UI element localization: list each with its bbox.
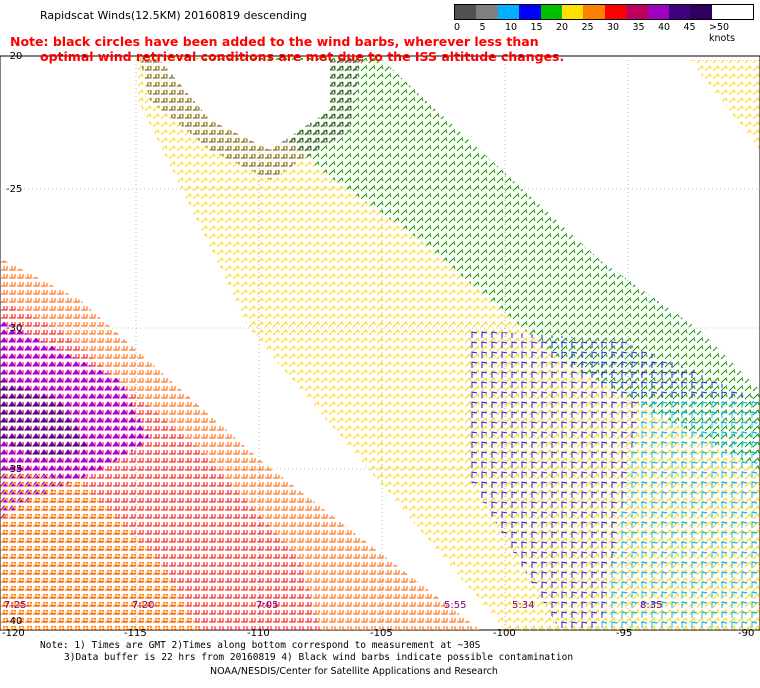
- lat-label-25: -25: [6, 184, 23, 195]
- time-label: 5:34: [512, 600, 535, 611]
- wind-swath-west: [0, 258, 480, 630]
- legend-swatch: [561, 5, 584, 19]
- legend-label: 10: [505, 22, 518, 33]
- lon-label-95: -95: [616, 628, 633, 639]
- legend-label: 15: [530, 22, 543, 33]
- wind-swath-east: [138, 58, 760, 630]
- footer-line-1: Note: 1) Times are GMT 2)Times along bot…: [40, 640, 481, 651]
- lon-label-100: -100: [493, 628, 516, 639]
- time-label: 7:20: [132, 600, 155, 611]
- legend-swatch: [690, 5, 712, 19]
- wind-speed-legend: 0 5 10 15 20 25 30 35 40 45 >50 knots: [454, 4, 754, 44]
- time-label: 8:35: [640, 600, 663, 611]
- legend-swatch: [497, 5, 520, 19]
- lon-label-110: -110: [247, 628, 270, 639]
- legend-swatch: [626, 5, 648, 19]
- legend-label: 0: [454, 22, 461, 33]
- lat-label-35: -35: [6, 464, 23, 475]
- footer-credit: NOAA/NESDIS/Center for Satellite Applica…: [210, 666, 498, 677]
- legend-label: 35: [632, 22, 645, 33]
- legend-swatch: [476, 5, 498, 19]
- legend-label: 40: [658, 22, 671, 33]
- legend-label: 5: [479, 22, 486, 33]
- legend-swatch: [647, 5, 669, 19]
- legend-color-bar: [454, 4, 754, 20]
- lat-label-30: -30: [6, 323, 23, 334]
- map-title: Rapidscat Winds(12.5KM) 20160819 descend…: [40, 9, 307, 22]
- legend-swatch: [583, 5, 605, 19]
- legend-label: 30: [607, 22, 620, 33]
- legend-label: 25: [581, 22, 594, 33]
- legend-swatch: [604, 5, 627, 19]
- legend-label: 20: [556, 22, 569, 33]
- lat-label-40: -40: [6, 616, 23, 627]
- lon-label-90: -90: [738, 628, 755, 639]
- time-label: 7:05: [256, 600, 279, 611]
- lon-label-120: -120: [2, 628, 25, 639]
- legend-swatch: [540, 5, 562, 19]
- note-line-1: Note: black circles have been added to t…: [10, 34, 539, 49]
- wind-swath-northeast: [690, 60, 760, 150]
- legend-swatch: [519, 5, 541, 19]
- lat-label-20: -20: [6, 51, 23, 62]
- legend-label: 45: [683, 22, 696, 33]
- note-line-2: optimal wind retrieval conditions are me…: [40, 49, 565, 64]
- time-label: 7:25: [4, 600, 27, 611]
- footer-line-2: 3)Data buffer is 22 hrs from 20160819 4)…: [64, 652, 574, 663]
- legend-labels: 0 5 10 15 20 25 30 35 40 45 >50 knots: [454, 22, 754, 44]
- legend-swatch: [455, 5, 477, 19]
- lon-label-105: -105: [370, 628, 393, 639]
- altitude-note: Note: black circles have been added to t…: [10, 34, 564, 64]
- legend-swatch: [668, 5, 691, 19]
- legend-label: >50 knots: [709, 22, 736, 44]
- time-label: 5:55: [444, 600, 467, 611]
- lon-label-115: -115: [124, 628, 147, 639]
